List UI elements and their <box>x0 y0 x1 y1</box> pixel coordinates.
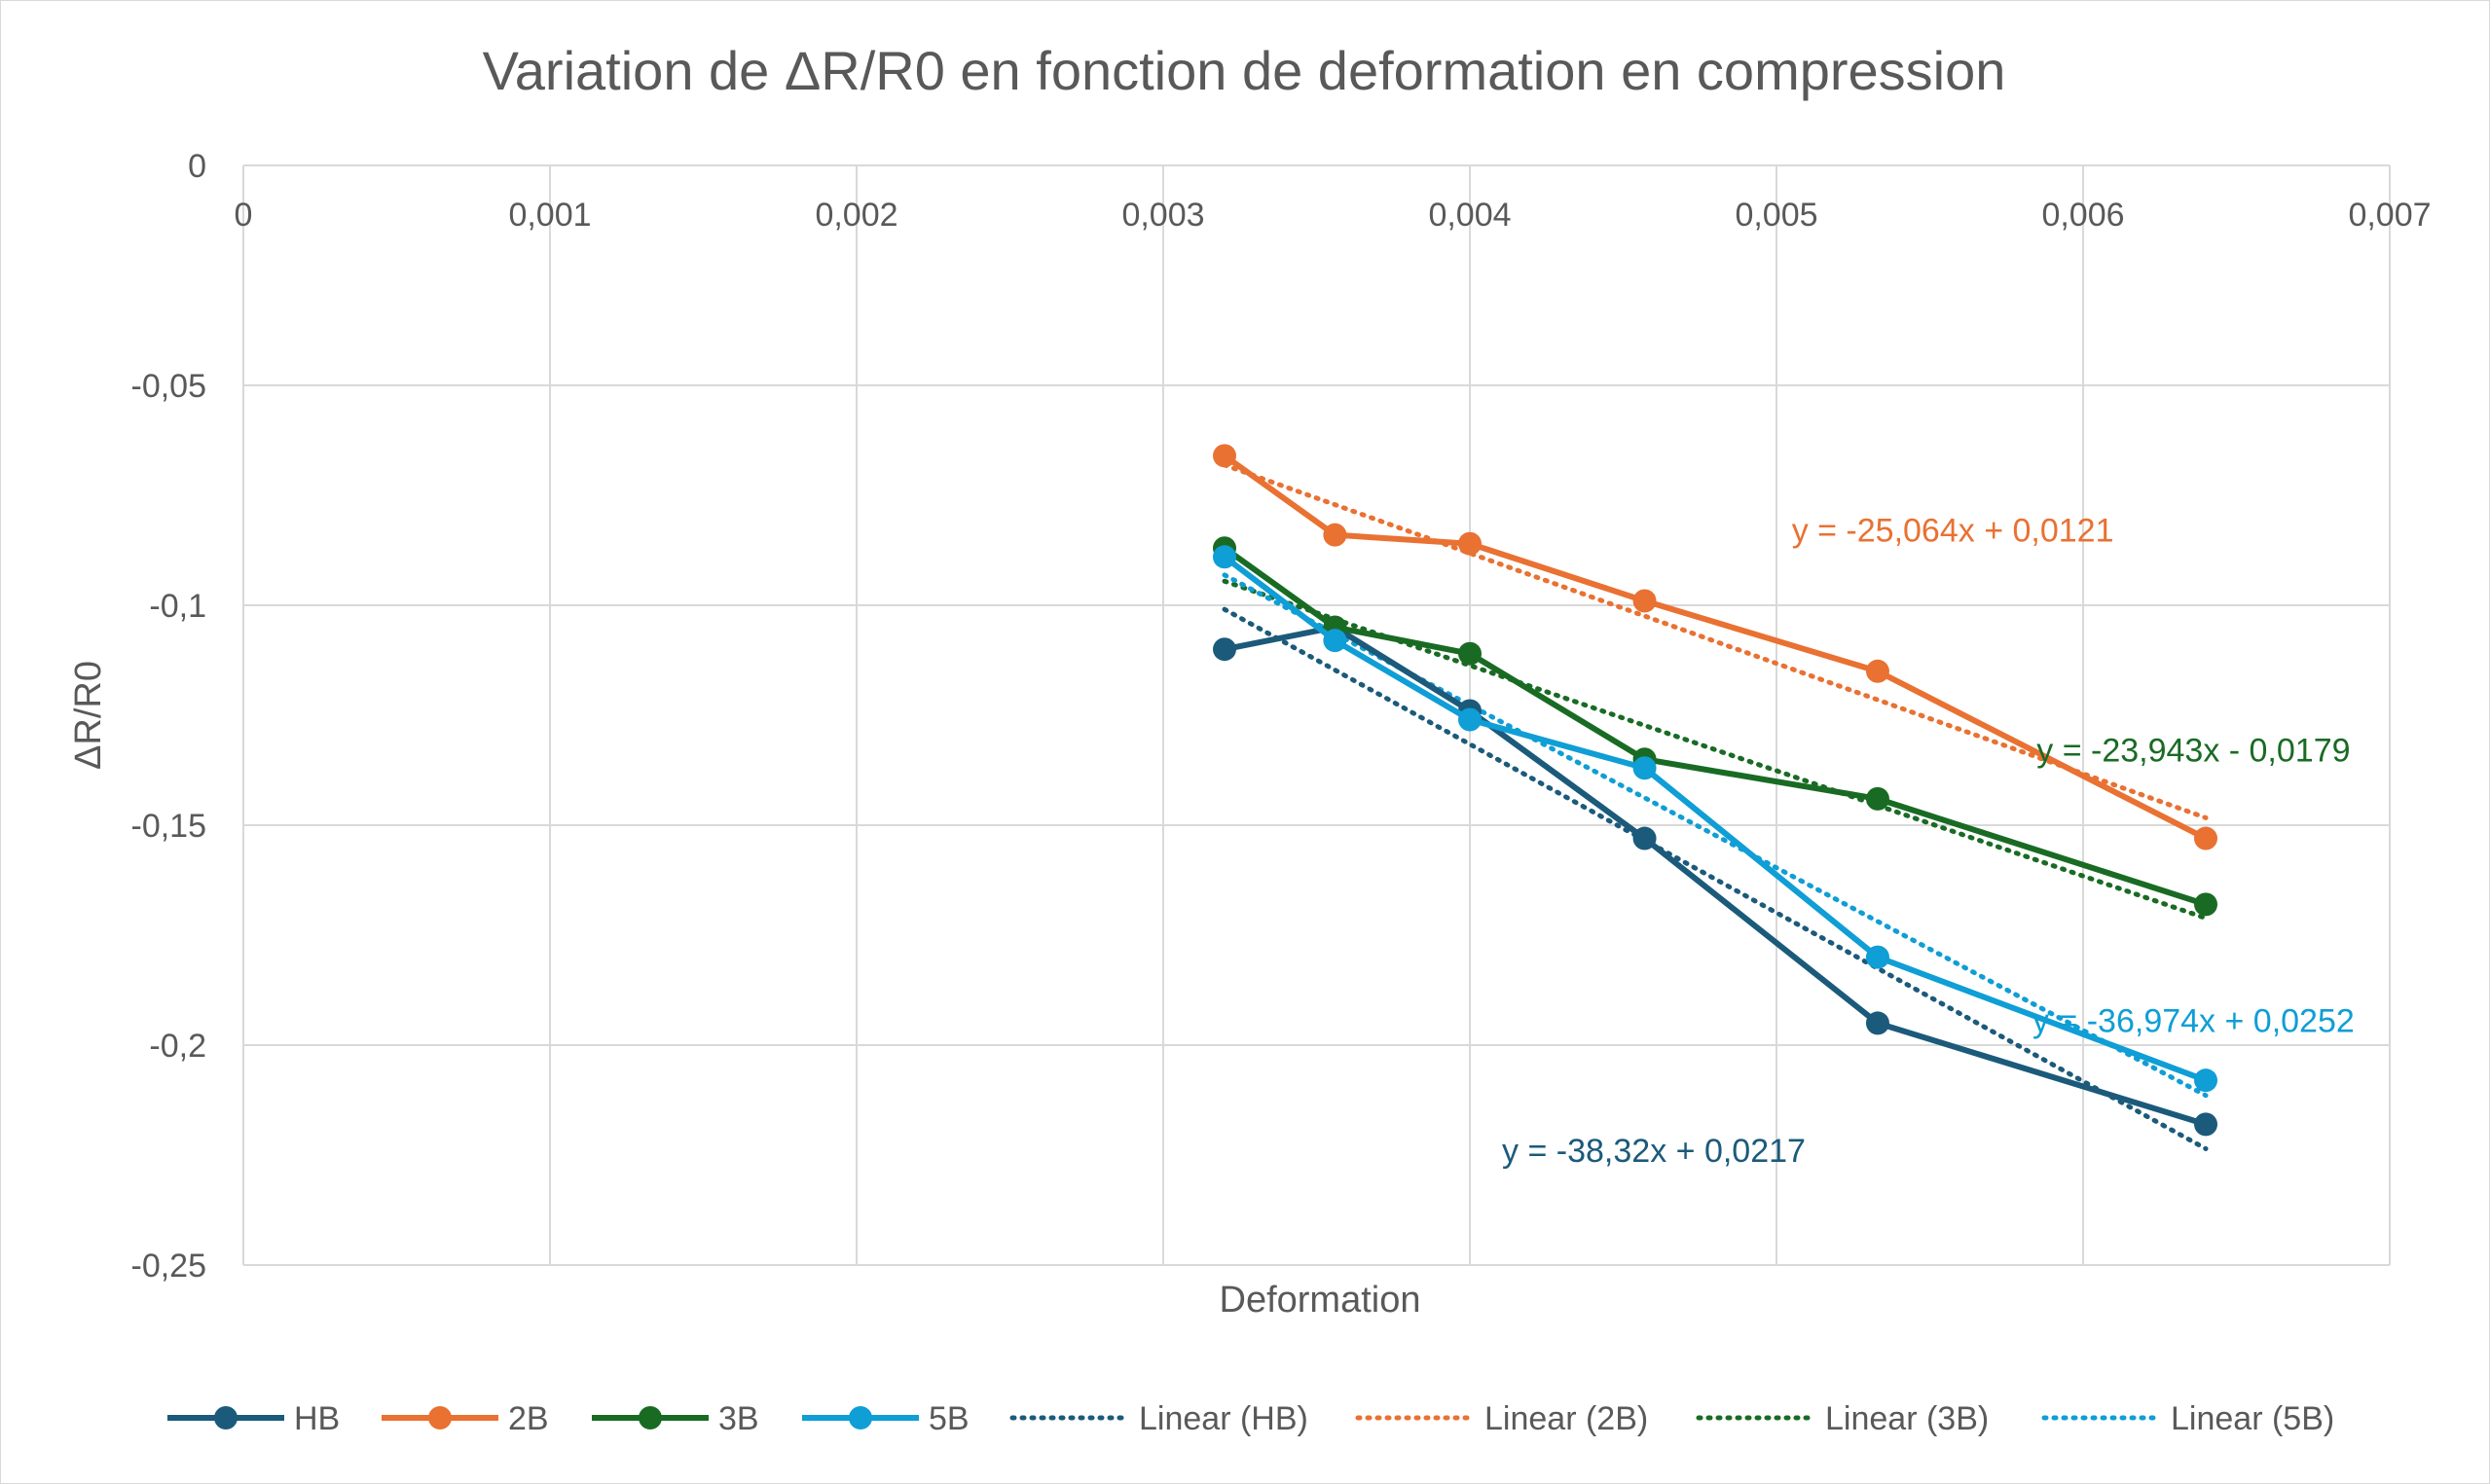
data-point-5b <box>1323 629 1347 653</box>
y-axis-label: ΔR/R0 <box>68 661 109 770</box>
data-point-3b <box>2194 892 2217 917</box>
series-line-hb <box>1224 624 2207 1128</box>
legend-label: Linear (5B) <box>2171 1400 2334 1437</box>
y-tick-label: 0 <box>188 148 206 185</box>
data-point-2b <box>1213 444 1236 468</box>
legend-marker <box>428 1406 452 1430</box>
legend-label: 5B <box>929 1400 970 1437</box>
tick-labels: 0 -0,05 -0,1 -0,15 -0,2 -0,25 0 0,001 0,002 0,003… <box>131 148 2432 1285</box>
data-point-5b <box>2194 1068 2217 1093</box>
data-point-2b <box>2194 826 2217 851</box>
chart-title: Variation de ΔR/R0 en fonction de deform… <box>483 40 2006 101</box>
x-tick-label: 0,003 <box>1121 197 1204 234</box>
y-tick-label: -0,2 <box>149 1028 206 1065</box>
x-tick-label: 0,004 <box>1428 197 1511 234</box>
legend-label: Linear (HB) <box>1139 1400 1308 1437</box>
legend-label: HB <box>294 1400 340 1437</box>
x-tick-label: 0,006 <box>2041 197 2124 234</box>
trendline-equation-5b: y = -36,974x + 0,0252 <box>2032 1002 2355 1039</box>
series-line-5b <box>1223 554 2208 1083</box>
legend-label: Linear (2B) <box>1484 1400 1648 1437</box>
legend-label: Linear (3B) <box>1825 1400 1989 1437</box>
data-point-hb <box>1632 826 1657 851</box>
trendline-equation-hb: y = -38,32x + 0,0217 <box>1502 1133 1806 1170</box>
x-tick-label: 0 <box>235 197 253 234</box>
data-point-hb <box>2194 1112 2217 1137</box>
trendline-equation-3b: y = -23,943x - 0,0179 <box>2036 732 2350 769</box>
data-point-2b <box>1323 523 1347 547</box>
data-point-2b <box>1632 589 1657 613</box>
legend-label: 2B <box>508 1400 549 1437</box>
data-point-hb <box>1865 1011 1889 1035</box>
legend: HB 2B 3B 5B Linear (HB) Linear (2B) Linear (3B… <box>167 1400 2334 1437</box>
data-point-2b <box>1458 531 1482 556</box>
data-point-5b <box>1865 945 1889 969</box>
data-point-5b <box>1458 707 1482 732</box>
data-point-hb <box>1213 637 1236 662</box>
legend-marker <box>214 1406 238 1430</box>
data-point-3b <box>1865 786 1889 811</box>
legend-marker <box>639 1406 662 1430</box>
y-tick-label: -0,05 <box>131 368 207 405</box>
y-tick-label: -0,25 <box>131 1248 207 1285</box>
data-point-2b <box>1865 659 1889 683</box>
trendline-equations: y = -38,32x + 0,0217 y = -25,064x + 0,012… <box>1502 512 2355 1169</box>
trendline-hb <box>1222 606 2209 1151</box>
x-tick-label: 0,001 <box>508 197 591 234</box>
x-tick-label: 0,007 <box>2348 197 2431 234</box>
series-line-3b <box>1223 545 2207 908</box>
legend-marker <box>849 1406 872 1430</box>
data-series <box>1213 444 2217 1137</box>
x-tick-label: 0,002 <box>815 197 897 234</box>
data-point-3b <box>1458 641 1482 666</box>
trendline-equation-2b: y = -25,064x + 0,0121 <box>1792 512 2114 549</box>
trendline-2b <box>1222 462 2209 820</box>
data-point-5b <box>1213 545 1236 569</box>
legend-label: 3B <box>718 1400 759 1437</box>
y-tick-label: -0,15 <box>131 808 207 845</box>
x-tick-label: 0,005 <box>1735 197 1817 234</box>
x-axis-label: Deformation <box>1220 1280 1421 1321</box>
series-line-2b <box>1223 452 2208 842</box>
data-point-5b <box>1632 756 1657 780</box>
y-tick-label: -0,1 <box>149 588 206 625</box>
